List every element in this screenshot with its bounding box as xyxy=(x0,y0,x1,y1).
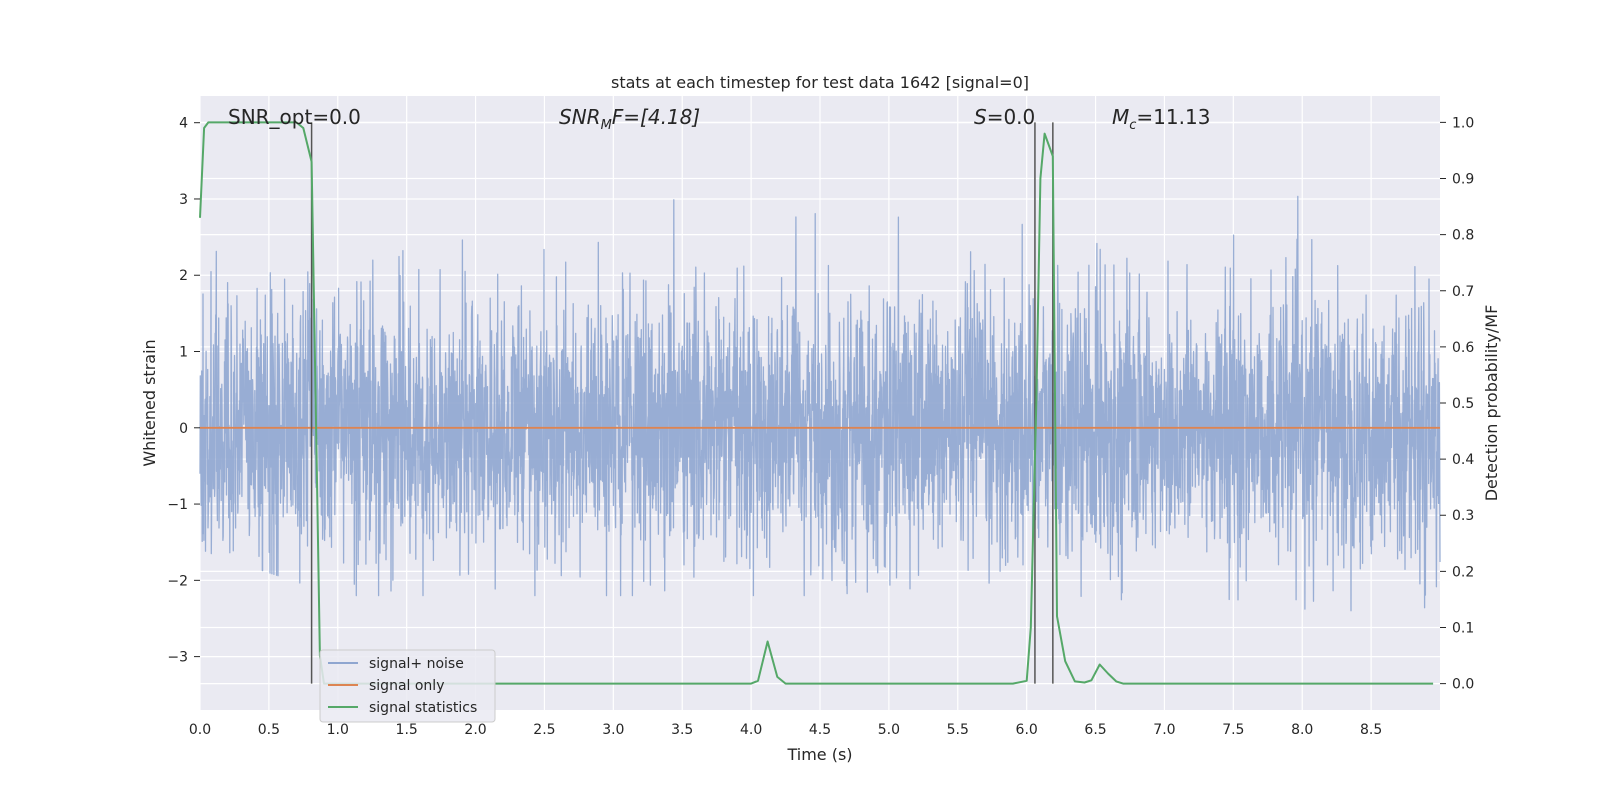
y-tick-label-6: −2 xyxy=(167,573,188,589)
chart-title: stats at each timestep for test data 164… xyxy=(611,73,1029,92)
s-annotation: S=0.0 xyxy=(974,105,1035,129)
x-axis-label: Time (s) xyxy=(786,745,852,764)
mc-main: M xyxy=(1112,105,1129,129)
y-axis-label: Whitened strain xyxy=(140,339,159,466)
x-tick-label-7: 3.5 xyxy=(671,722,693,738)
y-tick-label-5: −1 xyxy=(167,497,188,513)
signal-statistics-line xyxy=(199,121,1434,685)
y-tick-label-4: 0 xyxy=(179,421,188,437)
y2-tick-label-9: 0.1 xyxy=(1452,620,1474,636)
snr-mf-subscript: M xyxy=(601,118,612,133)
y2-tick-label-4: 0.6 xyxy=(1452,340,1474,356)
y2-tick-label-1: 0.9 xyxy=(1452,172,1474,188)
snr-mf-rest: F=[4.18] xyxy=(612,105,700,129)
mc-annotation: Mc=11.13 xyxy=(1112,105,1210,133)
mc-subscript: c xyxy=(1129,118,1136,133)
s-main: S xyxy=(974,105,987,129)
y-tick-label-2: 2 xyxy=(179,268,188,284)
y2-axis-label: Detection probability/MF xyxy=(1482,305,1501,502)
x-tick-label-16: 8.0 xyxy=(1291,722,1313,738)
legend-label-signal-only: signal only xyxy=(369,678,444,694)
x-tick-label-17: 8.5 xyxy=(1360,722,1382,738)
y-tick-label-1: 3 xyxy=(179,192,188,208)
signal-noise-line xyxy=(199,195,1441,612)
y2-tick-label-5: 0.5 xyxy=(1452,396,1474,412)
x-tick-label-2: 1.0 xyxy=(327,722,349,738)
y-tick-label-0: 4 xyxy=(179,116,188,132)
snr-opt-annotation: SNR_opt=0.0 xyxy=(228,105,361,129)
x-tick-label-10: 5.0 xyxy=(878,722,900,738)
y2-tick-label-2: 0.8 xyxy=(1452,228,1474,244)
tick-labels: 0.0 0.5 1.0 1.5 2.0 2.5 3.0 3.5 4.0 4.5 5.0 5.5 6.0 6… xyxy=(167,115,1474,738)
x-tick-label-9: 4.5 xyxy=(809,722,831,738)
y2-tick-label-0: 1.0 xyxy=(1452,115,1474,131)
mc-rest: =11.13 xyxy=(1136,105,1210,129)
y2-tick-label-10: 0.0 xyxy=(1452,677,1474,693)
x-tick-label-3: 1.5 xyxy=(396,722,418,738)
x-tick-label-5: 2.5 xyxy=(533,722,555,738)
x-tick-label-13: 6.5 xyxy=(1084,722,1106,738)
legend-label-signal-statistics: signal statistics xyxy=(369,700,477,716)
x-tick-label-6: 3.0 xyxy=(602,722,624,738)
y2-tick-label-8: 0.2 xyxy=(1452,564,1474,580)
legend-box xyxy=(319,649,496,723)
x-tick-label-0: 0.0 xyxy=(189,722,211,738)
y2-tick-label-6: 0.4 xyxy=(1452,452,1474,468)
signal-noise-series xyxy=(199,195,1441,612)
x-tick-label-14: 7.0 xyxy=(1153,722,1175,738)
x-tick-label-4: 2.0 xyxy=(464,722,486,738)
y2-tick-label-7: 0.3 xyxy=(1452,508,1474,524)
x-tick-label-1: 0.5 xyxy=(258,722,280,738)
s-rest: =0.0 xyxy=(987,105,1036,129)
y-tick-label-7: −3 xyxy=(167,650,188,666)
x-tick-label-8: 4.0 xyxy=(740,722,762,738)
signal-statistics-series xyxy=(199,121,1434,685)
y2-tick-label-3: 0.7 xyxy=(1452,284,1474,300)
legend-label-signal-noise: signal+ noise xyxy=(369,656,464,672)
x-tick-label-12: 6.0 xyxy=(1016,722,1038,738)
snr-mf-annotation: SNRMF=[4.18] xyxy=(559,105,700,133)
snr-mf-main: SNR xyxy=(559,105,601,129)
x-tick-label-11: 5.5 xyxy=(947,722,969,738)
y-tick-label-3: 1 xyxy=(179,345,188,361)
x-tick-label-15: 7.5 xyxy=(1222,722,1244,738)
legend: signal+ noise signal only signal statist… xyxy=(319,649,496,723)
